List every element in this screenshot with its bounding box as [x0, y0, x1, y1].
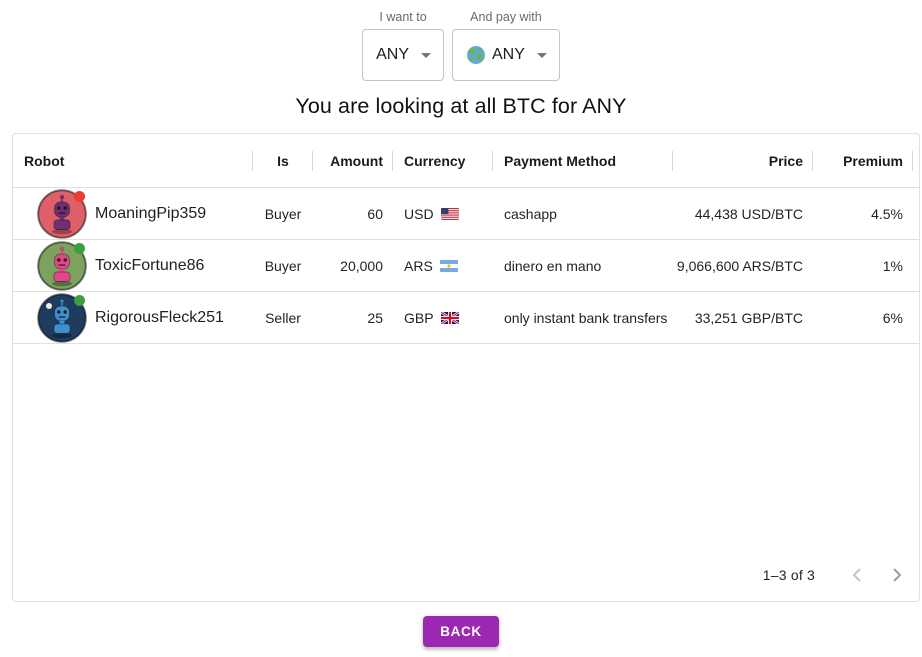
currency-code: GBP: [404, 309, 434, 326]
page-title: You are looking at all BTC for ANY: [295, 94, 627, 118]
cell-amount: 25: [367, 309, 383, 326]
order-book-card: Robot Is Amount Currency Payment Method Price…: [12, 133, 920, 602]
column-separator: [252, 150, 253, 171]
robot-nickname: ToxicFortune86: [95, 256, 205, 274]
pagination-next-button[interactable]: [877, 555, 917, 595]
column-separator: [312, 150, 313, 171]
robot-avatar: [37, 240, 87, 291]
cell-price: 44,438 USD/BTC: [694, 205, 803, 222]
robot-avatar: [37, 188, 87, 239]
robot-avatar: [37, 292, 87, 343]
column-separator: [912, 150, 913, 171]
column-header-amount[interactable]: Amount: [313, 134, 393, 187]
cell-is: Buyer: [264, 205, 302, 222]
column-header-robot[interactable]: Robot: [13, 134, 253, 187]
pay-select-value: ANY: [492, 46, 525, 63]
cell-premium: 6%: [882, 309, 903, 326]
column-header-price[interactable]: Price: [673, 134, 813, 187]
table-header: Robot Is Amount Currency Payment Method Price…: [13, 134, 919, 188]
want-select-value: ANY: [376, 46, 409, 63]
pay-select[interactable]: ANY: [452, 29, 560, 81]
cell-price: 9,066,600 ARS/BTC: [676, 257, 803, 274]
chevron-down-icon: [421, 52, 431, 58]
cell-currency: USD: [393, 188, 493, 239]
column-header-currency[interactable]: Currency: [393, 134, 493, 187]
globe-icon: [466, 45, 486, 65]
want-filter: I want to ANY: [362, 10, 444, 81]
want-select[interactable]: ANY: [362, 29, 444, 81]
cell-robot: ToxicFortune86: [13, 240, 253, 291]
column-separator: [492, 150, 493, 171]
column-header-premium[interactable]: Premium: [813, 134, 913, 187]
cell-payment_method: cashapp: [504, 205, 557, 222]
column-header-label: Robot: [24, 152, 65, 169]
cell-is: Buyer: [264, 257, 302, 274]
column-header-label: Payment Method: [504, 152, 617, 169]
table-body: MoaningPip359 Buyer 60 USD cashapp 44,438 USD…: [13, 188, 919, 549]
cell-currency: GBP: [393, 292, 493, 343]
robot-nickname: RigorousFleck251: [95, 308, 224, 326]
column-header-payment_method[interactable]: Payment Method: [493, 134, 673, 187]
cell-premium: 4.5%: [871, 205, 903, 222]
column-separator: [812, 150, 813, 171]
column-separator: [672, 150, 673, 171]
robot-nickname: MoaningPip359: [95, 204, 207, 222]
column-header-label: Premium: [843, 152, 903, 169]
table-row[interactable]: MoaningPip359 Buyer 60 USD cashapp 44,438 USD…: [13, 188, 919, 240]
column-separator: [392, 150, 393, 171]
column-header-label: Is: [277, 152, 289, 169]
column-header-label: Currency: [404, 152, 466, 169]
chevron-down-icon: [536, 52, 547, 58]
cell-price: 33,251 GBP/BTC: [694, 309, 803, 326]
flag-ar-icon: [439, 259, 458, 272]
cell-is: Seller: [265, 309, 301, 326]
pagination-label: 1–3 of 3: [762, 567, 815, 583]
cell-amount: 60: [367, 205, 383, 222]
status-badge: [74, 242, 85, 254]
pagination-prev-button[interactable]: [837, 555, 877, 595]
want-filter-label: I want to: [379, 10, 427, 24]
flag-us-icon: [440, 207, 459, 220]
order-filters: I want to ANY And pay with ANY: [0, 0, 922, 81]
column-header-label: Price: [768, 152, 803, 169]
cell-payment_method: dinero en mano: [504, 257, 602, 274]
cell-amount: 20,000: [340, 257, 383, 274]
cell-robot: MoaningPip359: [13, 188, 253, 239]
table-row[interactable]: RigorousFleck251 Seller 25 GBP only instant …: [13, 292, 919, 344]
back-button-area: BACK: [0, 616, 922, 647]
column-header-is[interactable]: Is: [253, 134, 313, 187]
cell-payment_method: only instant bank transfers: [504, 309, 668, 326]
cell-premium: 1%: [882, 257, 903, 274]
pay-filter: And pay with ANY: [452, 10, 560, 81]
currency-code: ARS: [404, 257, 433, 274]
status-badge: [74, 294, 85, 306]
back-button[interactable]: BACK: [423, 616, 499, 647]
table-pagination: 1–3 of 3: [13, 549, 919, 601]
table-row[interactable]: ToxicFortune86 Buyer 20,000 ARS dinero en ma…: [13, 240, 919, 292]
flag-gb-icon: [439, 310, 460, 325]
status-badge: [74, 190, 85, 202]
pay-filter-label: And pay with: [470, 10, 542, 24]
currency-code: USD: [404, 205, 434, 222]
column-header-label: Amount: [330, 152, 383, 169]
cell-robot: RigorousFleck251: [13, 292, 253, 343]
cell-currency: ARS: [393, 240, 493, 291]
